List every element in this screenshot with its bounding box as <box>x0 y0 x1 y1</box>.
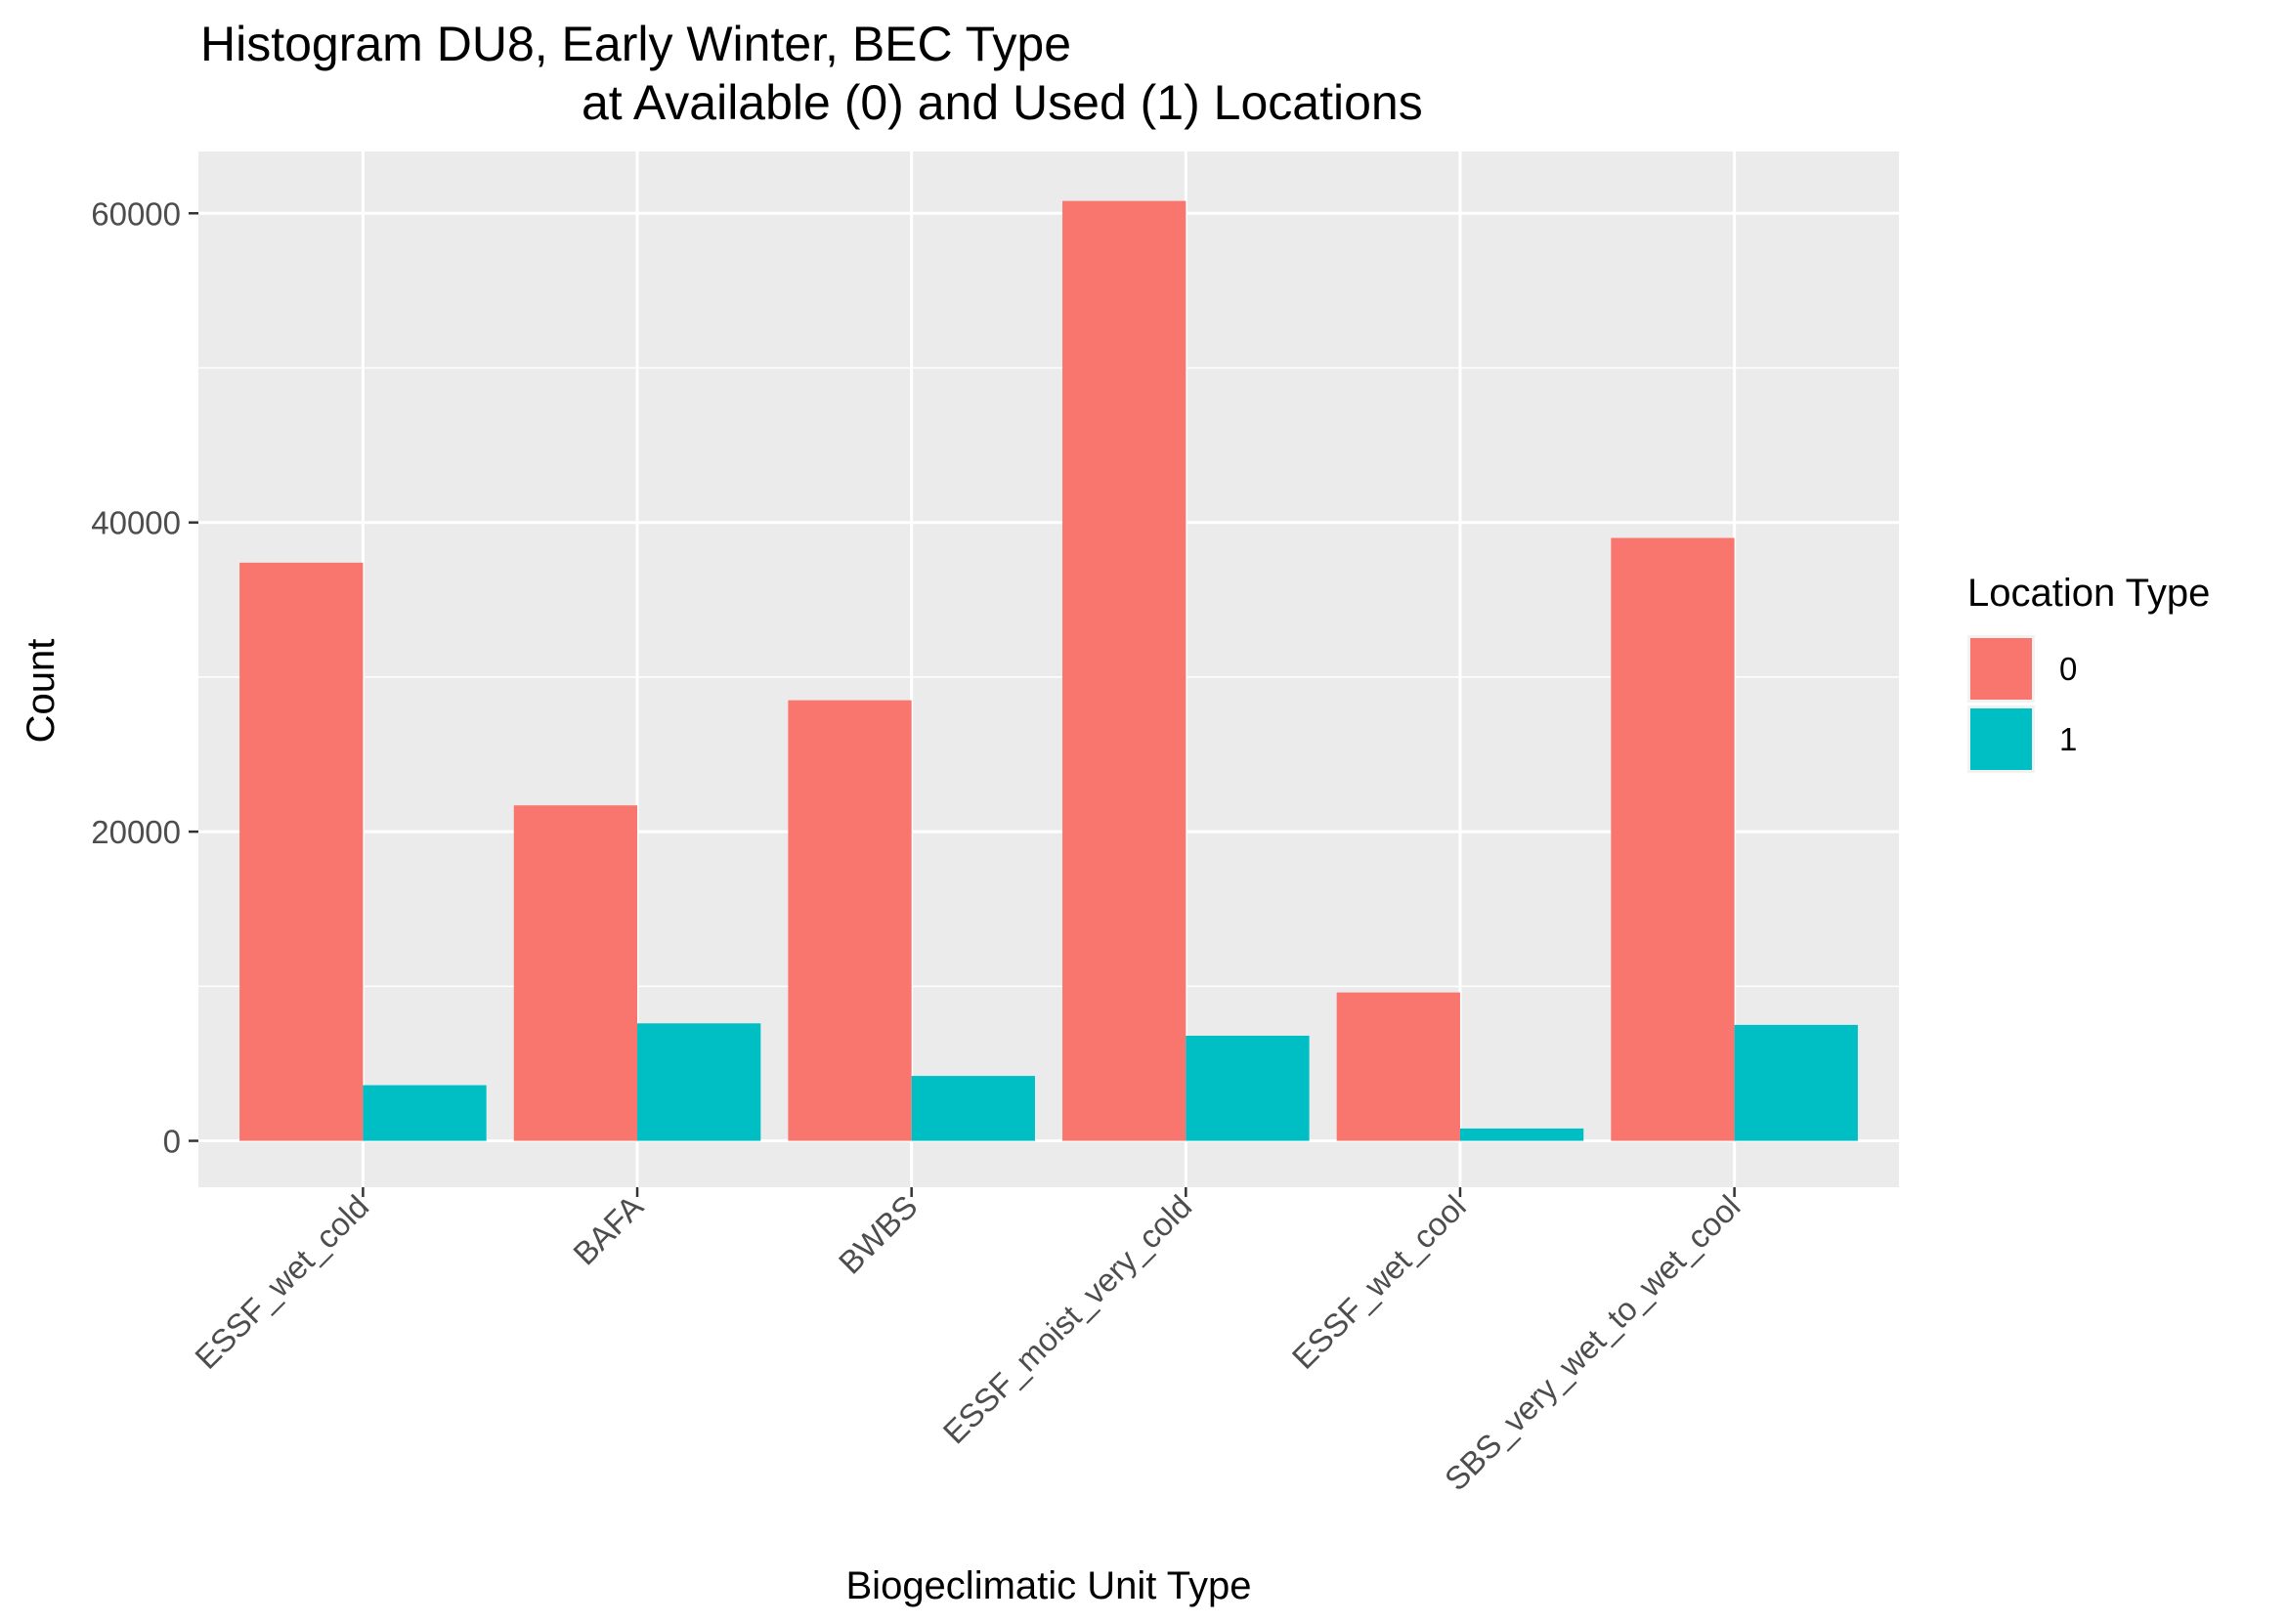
legend-title: Location Type <box>1967 572 2210 615</box>
x-tick-label: BAFA <box>566 1188 650 1272</box>
bar-BWBS-0 <box>788 700 912 1141</box>
legend-swatch-0 <box>1970 638 2032 700</box>
y-axis-title: Count <box>20 639 63 744</box>
x-tick-label: ESSF_wet_cool <box>1285 1188 1473 1376</box>
bar-SBS_very_wet_to_wet_cool-0 <box>1611 537 1735 1141</box>
bar-BAFA-0 <box>513 805 638 1141</box>
y-tick-label: 40000 <box>91 505 181 541</box>
bar-BAFA-1 <box>637 1023 761 1141</box>
y-axis: 0 20000 40000 60000 <box>91 195 198 1160</box>
y-tick-label: 0 <box>163 1124 181 1160</box>
x-axis: ESSF_wet_cold BAFA BWBS ESSF_moist_very_col… <box>188 1187 1748 1498</box>
legend: Location Type 01 <box>1967 572 2210 773</box>
chart-title-line1: Histogram DU8, Early Winter, BEC Type <box>200 17 1071 71</box>
legend-label-0: 0 <box>2059 651 2077 687</box>
bar-ESSF_wet_cold-1 <box>363 1085 487 1141</box>
bar-ESSF_moist_very_cold-1 <box>1186 1035 1310 1141</box>
x-tick-label: SBS_very_wet_to_wet_cool <box>1438 1188 1748 1498</box>
bar-ESSF_wet_cool-0 <box>1336 992 1460 1141</box>
x-axis-title: Biogeclimatic Unit Type <box>846 1564 1252 1607</box>
chart-title-line2: at Available (0) and Used (1) Locations <box>582 75 1423 130</box>
legend-items: 01 <box>1967 635 2077 773</box>
legend-swatch-1 <box>1970 708 2032 770</box>
bar-ESSF_moist_very_cold-0 <box>1062 200 1187 1141</box>
x-tick-label: ESSF_wet_cold <box>188 1188 375 1376</box>
bar-ESSF_wet_cool-1 <box>1459 1128 1584 1141</box>
bar-ESSF_wet_cold-0 <box>239 562 364 1141</box>
legend-label-1: 1 <box>2059 721 2077 757</box>
x-tick-label: BWBS <box>832 1188 925 1281</box>
x-tick-label: ESSF_moist_very_cold <box>936 1188 1199 1451</box>
bar-SBS_very_wet_to_wet_cool-1 <box>1734 1024 1858 1141</box>
bar-BWBS-1 <box>911 1076 1035 1141</box>
y-tick-label: 20000 <box>91 814 181 850</box>
y-tick-label: 60000 <box>91 195 181 232</box>
bars <box>239 200 1858 1141</box>
